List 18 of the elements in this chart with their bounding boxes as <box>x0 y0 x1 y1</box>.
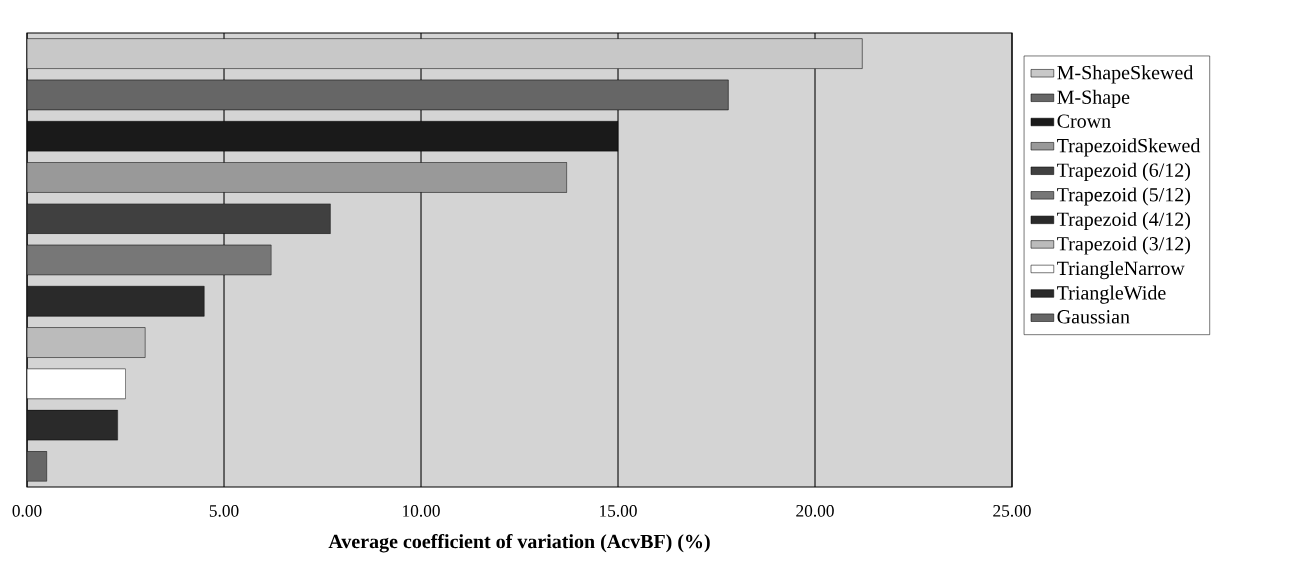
x-tick-label: 25.00 <box>993 505 1031 517</box>
legend-label: TriangleNarrow <box>1057 261 1185 280</box>
legend-label: TrapezoidSkewed <box>1057 138 1201 157</box>
legend-label: Trapezoid (4/12) <box>1057 211 1191 231</box>
legend-label: M-ShapeSkewed <box>1057 65 1194 84</box>
legend-label: Crown <box>1057 114 1111 128</box>
legend-label: TriangleWide <box>1057 285 1166 304</box>
x-tick-label: 10.00 <box>403 505 440 517</box>
x-tick-label: 15.00 <box>600 505 637 517</box>
legend-label: Trapezoid (5/12) <box>1057 187 1191 206</box>
x-axis-title: Average coefficient of variation (AcvBF) (%) <box>328 533 710 553</box>
x-tick-label: 0.00 <box>12 505 42 517</box>
x-tick-label: 20.00 <box>796 505 834 517</box>
x-tick-label: 5.00 <box>209 505 239 517</box>
legend-label: Trapezoid (3/12) <box>1057 236 1191 255</box>
legend-label: M-Shape <box>1057 89 1130 108</box>
legend-label: Trapezoid (6/12) <box>1057 162 1191 181</box>
legend-label: Gaussian <box>1057 310 1130 324</box>
